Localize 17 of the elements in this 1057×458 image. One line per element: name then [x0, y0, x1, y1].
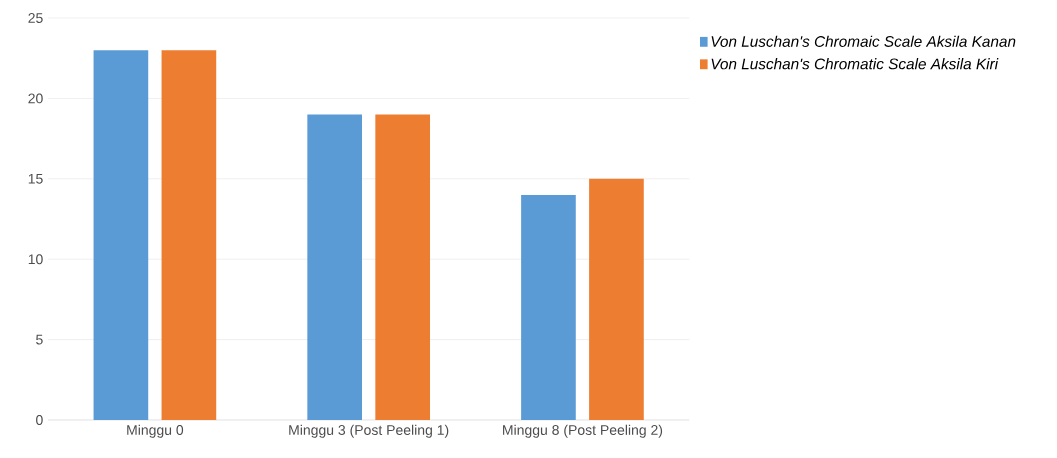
y-tick-label: 10	[28, 254, 43, 265]
legend-label: Von Luschan's Chromaic Scale Aksila Kanan	[711, 35, 1016, 47]
bar	[375, 114, 431, 420]
x-tick-label: Minggu 3 (Post Peeling 1)	[289, 424, 449, 438]
y-tick-label: 5	[36, 334, 43, 345]
bar	[161, 50, 217, 420]
bar	[521, 194, 576, 420]
y-tick-label: 25	[28, 13, 43, 23]
bar	[307, 114, 362, 420]
bar	[589, 178, 644, 420]
x-tick-label: Minggu 8 (Post Peeling 2)	[503, 424, 663, 438]
y-tick-label: 0	[36, 415, 43, 425]
y-tick-label: 15	[28, 173, 43, 184]
y-tick-label: 20	[28, 93, 43, 104]
x-tick-label: Minggu 0	[127, 424, 184, 438]
legend-label: Von Luschan's Chromatic Scale Aksila Kiri	[711, 58, 999, 70]
bar	[93, 50, 149, 420]
